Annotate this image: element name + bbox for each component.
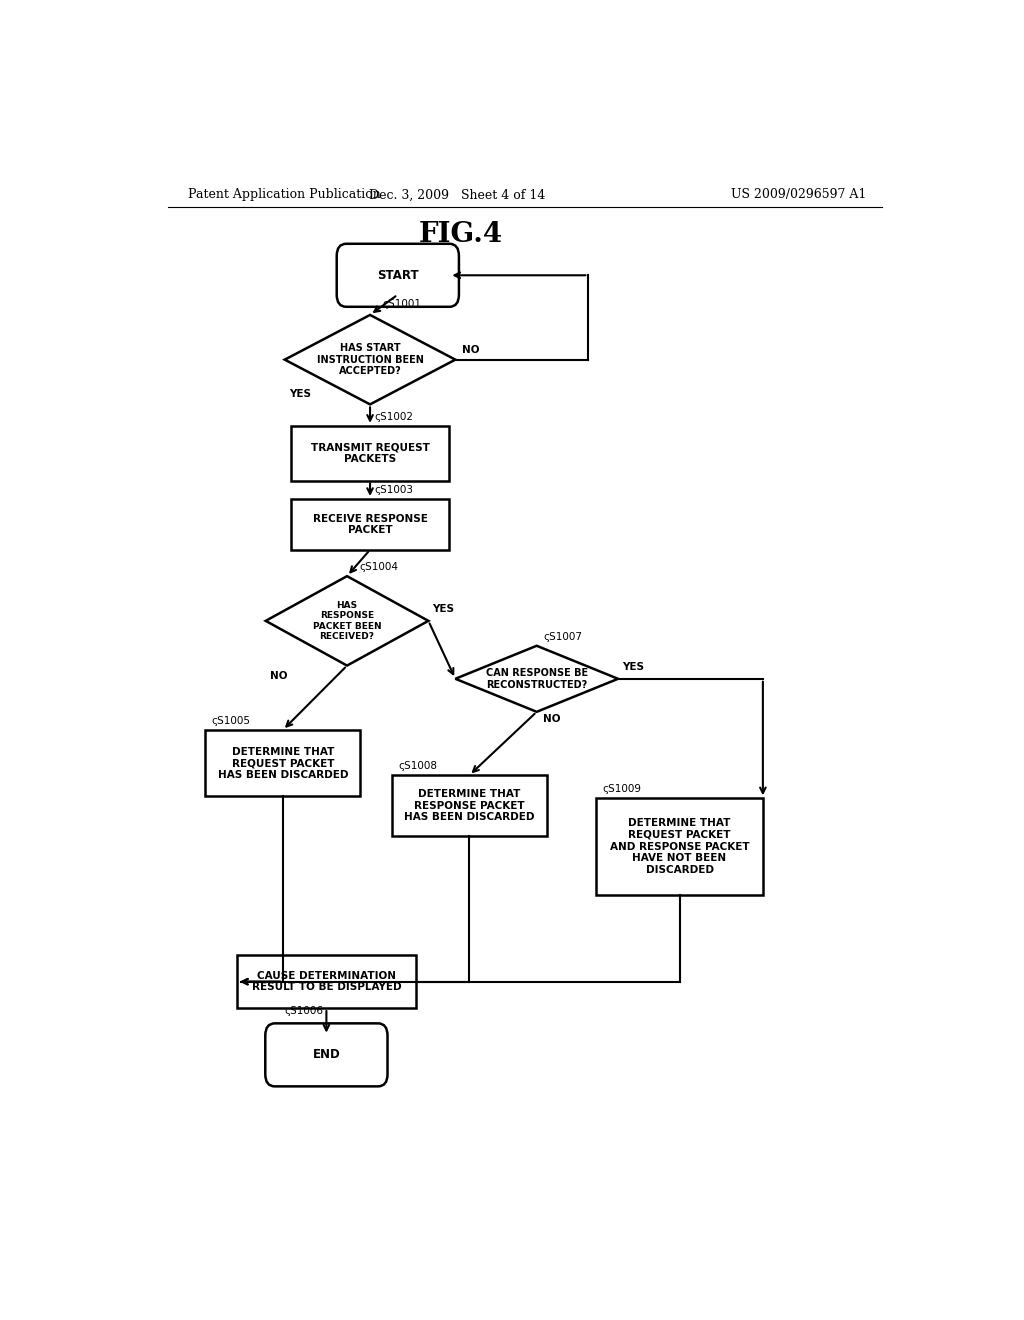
Text: Dec. 3, 2009   Sheet 4 of 14: Dec. 3, 2009 Sheet 4 of 14 <box>370 189 546 202</box>
Text: ςS1008: ςS1008 <box>398 762 437 771</box>
Bar <box>238 956 416 1008</box>
Bar <box>206 730 360 796</box>
Text: ςS1004: ςS1004 <box>359 562 398 572</box>
Polygon shape <box>456 645 618 711</box>
Text: US 2009/0296597 A1: US 2009/0296597 A1 <box>731 189 866 202</box>
Text: ςS1001: ςS1001 <box>382 298 421 309</box>
Text: END: END <box>312 1048 340 1061</box>
Text: RECEIVE RESPONSE
PACKET: RECEIVE RESPONSE PACKET <box>312 513 427 535</box>
Text: YES: YES <box>432 603 455 614</box>
Text: TRANSMIT REQUEST
PACKETS: TRANSMIT REQUEST PACKETS <box>310 442 429 463</box>
FancyBboxPatch shape <box>337 244 459 306</box>
Text: HAS
RESPONSE
PACKET BEEN
RECEIVED?: HAS RESPONSE PACKET BEEN RECEIVED? <box>312 601 381 642</box>
Polygon shape <box>285 315 456 404</box>
Text: ςS1003: ςS1003 <box>374 484 413 495</box>
Bar <box>291 499 450 549</box>
Text: Patent Application Publication: Patent Application Publication <box>187 189 380 202</box>
Polygon shape <box>265 576 428 665</box>
Text: CAN RESPONSE BE
RECONSTRUCTED?: CAN RESPONSE BE RECONSTRUCTED? <box>485 668 588 689</box>
Text: ςS1007: ςS1007 <box>543 632 582 642</box>
Text: YES: YES <box>289 389 310 399</box>
Text: ςS1002: ςS1002 <box>374 412 413 421</box>
Text: FIG.4: FIG.4 <box>419 222 504 248</box>
Bar <box>392 775 547 837</box>
Bar <box>596 799 763 895</box>
Text: DETERMINE THAT
REQUEST PACKET
HAS BEEN DISCARDED: DETERMINE THAT REQUEST PACKET HAS BEEN D… <box>217 747 348 780</box>
Text: NO: NO <box>269 671 287 681</box>
Text: NO: NO <box>543 714 560 725</box>
Text: DETERMINE THAT
REQUEST PACKET
AND RESPONSE PACKET
HAVE NOT BEEN
DISCARDED: DETERMINE THAT REQUEST PACKET AND RESPON… <box>609 818 750 875</box>
Text: ςS1006: ςS1006 <box>285 1006 324 1016</box>
Text: ςS1005: ςS1005 <box>212 715 251 726</box>
Text: HAS START
INSTRUCTION BEEN
ACCEPTED?: HAS START INSTRUCTION BEEN ACCEPTED? <box>316 343 424 376</box>
FancyBboxPatch shape <box>265 1023 387 1086</box>
Text: START: START <box>377 269 419 281</box>
Text: YES: YES <box>622 661 644 672</box>
Text: NO: NO <box>462 345 479 355</box>
Text: DETERMINE THAT
RESPONSE PACKET
HAS BEEN DISCARDED: DETERMINE THAT RESPONSE PACKET HAS BEEN … <box>404 789 535 822</box>
Bar <box>291 426 450 480</box>
Text: ςS1009: ςS1009 <box>602 784 642 795</box>
Text: CAUSE DETERMINATION
RESULT TO BE DISPLAYED: CAUSE DETERMINATION RESULT TO BE DISPLAY… <box>252 972 401 993</box>
